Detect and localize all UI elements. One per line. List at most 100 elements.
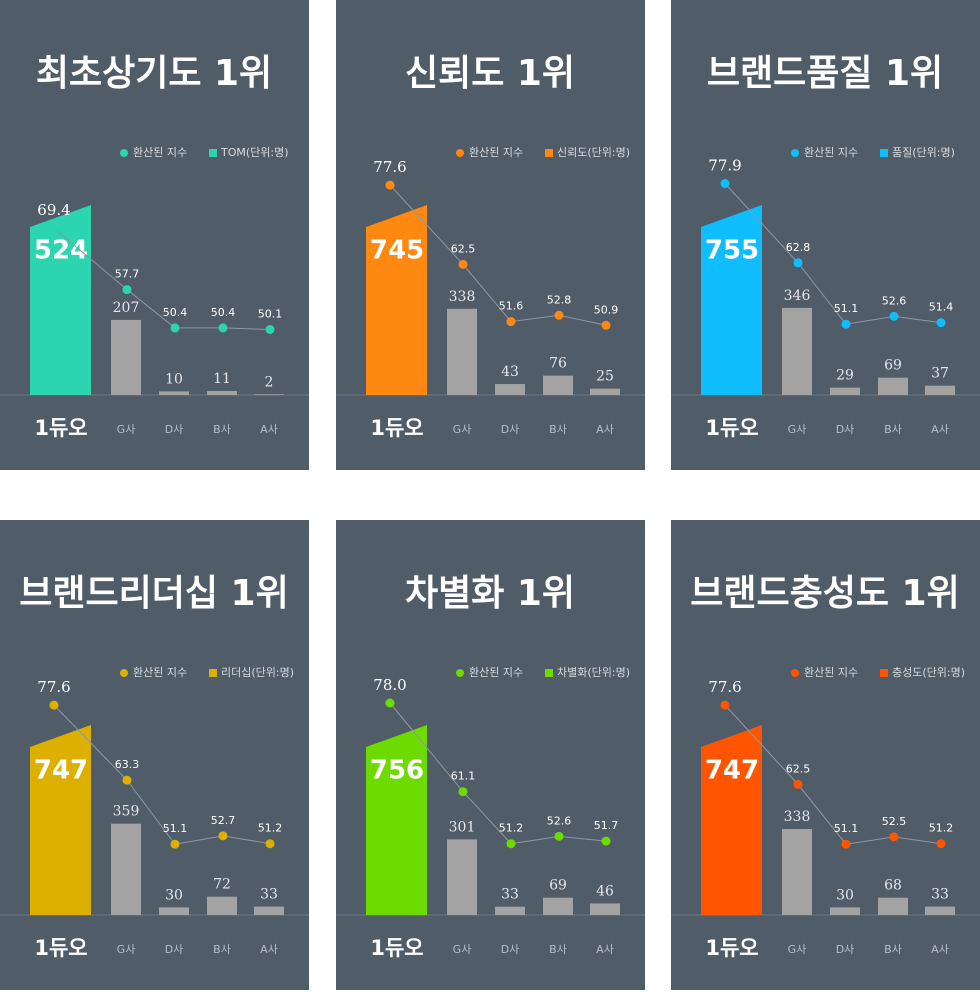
legend-marker [880,669,888,677]
bar-value-label: 33 [931,887,949,903]
x-tick-label: B사 [884,423,902,436]
bar [111,319,141,395]
bar-value-label: 747 [34,756,88,786]
index-value-label: 50.4 [211,306,236,319]
index-value-label: 51.1 [834,822,859,835]
bar-value-label: 37 [931,366,949,382]
index-value-label: 63.3 [115,758,140,771]
x-tick-label: A사 [596,423,614,436]
x-tick-label: G사 [453,423,472,436]
x-tick-label: D사 [165,943,184,956]
bar-value-label: 43 [501,364,519,380]
index-point [49,700,59,710]
index-value-label: 77.6 [37,678,70,696]
index-value-label: 51.1 [163,822,188,835]
legend-marker [209,149,217,157]
index-value-label: 61.1 [451,770,476,783]
legend-label: 리더십(단위:명) [221,666,294,679]
bar [254,394,284,395]
x-tick-label: A사 [260,423,278,436]
bar-value-label: 30 [165,887,183,903]
index-point [506,839,516,849]
index-value-label: 50.9 [594,303,619,316]
bar [782,307,812,395]
x-tick-label: B사 [213,943,231,956]
x-tick-label: G사 [117,423,136,436]
bar-value-label: 10 [165,371,183,387]
index-point [458,259,468,269]
bar-value-label: 76 [549,356,567,372]
x-tick-label: 1듀오 [370,936,423,960]
index-point [793,779,803,789]
index-point [265,324,275,334]
index-point [889,311,899,321]
legend-marker [456,669,464,677]
legend-marker [209,669,217,677]
legend-label: 환산된 지수 [804,146,858,159]
legend-label: TOM(단위:명) [220,146,289,159]
bar [447,839,477,915]
index-value-label: 62.5 [451,242,476,255]
bar-value-label: 359 [113,804,140,820]
index-value-label: 50.4 [163,306,188,319]
index-value-label: 69.4 [37,201,70,219]
index-point [936,839,946,849]
legend-marker [791,149,799,157]
x-tick-label: D사 [165,423,184,436]
bar [254,906,284,915]
bar [447,308,477,395]
index-point [506,317,516,327]
bar-value-label: 11 [213,371,231,387]
index-value-label: 52.5 [882,815,907,828]
bar [830,907,860,915]
bar-value-label: 68 [884,878,902,894]
index-point [601,320,611,330]
chart-title: 최초상기도 1위 [36,53,272,94]
index-point [218,831,228,841]
index-value-label: 62.5 [786,762,811,775]
legend-marker [880,149,888,157]
index-point [554,831,564,841]
index-point [170,839,180,849]
index-value-label: 57.7 [115,268,140,281]
legend-marker [120,669,128,677]
legend-label: 환산된 지수 [469,146,523,159]
x-tick-label: 1듀오 [34,936,87,960]
bar [30,725,91,915]
x-tick-label: G사 [788,943,807,956]
bar [543,897,573,915]
legend-label: 환산된 지수 [133,146,187,159]
bar-value-label: 33 [501,887,519,903]
index-value-label: 50.1 [258,307,283,320]
bar [543,375,573,395]
legend-label: 차별화(단위:명) [557,666,630,679]
bar-value-label: 524 [34,236,88,266]
bar-value-label: 747 [705,756,759,786]
index-point [49,223,59,233]
bar-value-label: 207 [113,300,140,316]
bar-value-label: 69 [549,878,567,894]
bar [878,897,908,915]
bar [495,906,525,915]
index-point [265,839,275,849]
x-tick-label: D사 [836,423,855,436]
index-value-label: 51.2 [929,822,954,835]
bar [701,205,762,395]
bar-value-label: 338 [449,289,476,305]
bar-value-label: 33 [260,887,278,903]
index-value-label: 62.8 [786,241,811,254]
bar [590,388,620,395]
legend-label: 품질(단위:명) [892,146,955,159]
index-value-label: 77.9 [708,157,741,175]
index-value-label: 51.2 [258,822,283,835]
x-tick-label: B사 [884,943,902,956]
bar [30,205,91,395]
x-tick-label: 1듀오 [705,936,758,960]
chart-title: 브랜드충성도 1위 [690,573,959,614]
index-value-label: 51.2 [499,822,524,835]
index-value-label: 51.7 [594,819,619,832]
